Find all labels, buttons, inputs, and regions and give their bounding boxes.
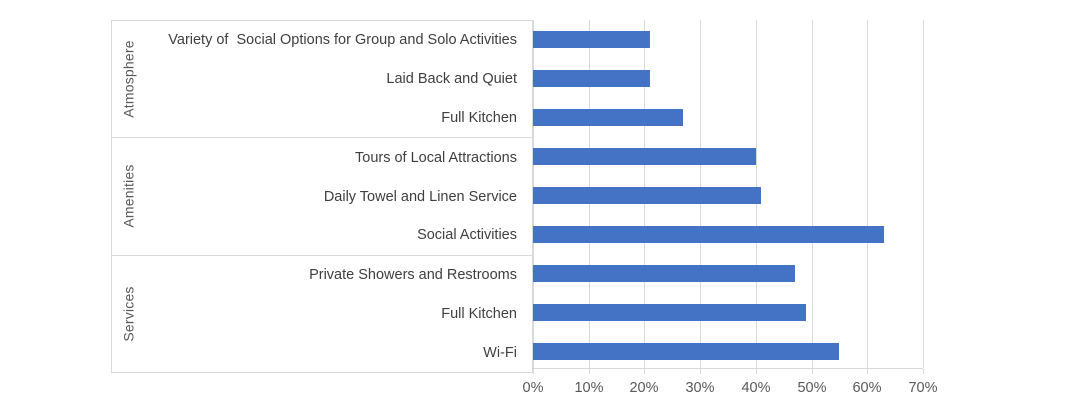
bar xyxy=(533,265,795,282)
x-tick-label: 40% xyxy=(741,380,771,396)
category-label: Laid Back and Quiet xyxy=(386,71,517,88)
x-tick-label: 30% xyxy=(685,380,715,396)
group-items: Variety of Social Options for Group and … xyxy=(146,21,532,137)
group-label-text: Services xyxy=(121,286,138,342)
bar xyxy=(533,226,884,243)
category-label: Wi-Fi xyxy=(483,344,517,361)
group-label: Atmosphere xyxy=(112,21,146,137)
group-label-text: Amenities xyxy=(121,164,137,229)
axis-tick xyxy=(700,369,701,374)
bar xyxy=(533,187,762,204)
axis-tick xyxy=(923,369,924,374)
x-tick-label: 60% xyxy=(852,380,882,396)
category-label: Daily Towel and Linen Service xyxy=(323,188,517,205)
x-tick-label: 0% xyxy=(522,380,544,396)
x-tick-label: 50% xyxy=(797,380,827,396)
x-tick-label: 70% xyxy=(908,380,938,396)
bar xyxy=(533,343,840,360)
plot-area xyxy=(533,20,924,374)
bar xyxy=(533,148,756,165)
axis-tick xyxy=(533,369,534,374)
bar xyxy=(533,31,650,48)
x-tick-label: 10% xyxy=(574,380,604,396)
category-label: Tours of Local Attractions xyxy=(355,149,517,166)
gridline xyxy=(923,20,924,368)
category-axis-label-box: Atmosphere Variety of Social Options for … xyxy=(111,20,533,373)
axis-tick xyxy=(644,369,645,374)
gridline xyxy=(867,20,868,368)
category-group-amenities: Amenities Tours of Local Attractions Daily… xyxy=(112,138,532,256)
axis-tick xyxy=(812,369,813,374)
x-axis-line xyxy=(533,368,923,369)
x-axis-tick-labels: 0% 10% 20% 30% 40% 50% 60% 70% xyxy=(523,380,953,400)
category-label: Variety of Social Options for Group and … xyxy=(168,32,517,49)
axis-tick xyxy=(589,369,590,374)
category-label: Full Kitchen xyxy=(441,305,517,322)
group-items: Private Showers and Restrooms Full Kitche… xyxy=(146,256,532,372)
group-label-text: Atmosphere xyxy=(121,40,138,118)
category-group-services: Services Private Showers and Restrooms Ful… xyxy=(112,256,532,372)
category-label: Social Activities xyxy=(417,227,517,244)
x-tick-label: 20% xyxy=(629,380,659,396)
axis-tick xyxy=(756,369,757,374)
group-items: Tours of Local Attractions Daily Towel an… xyxy=(146,138,532,254)
bar xyxy=(533,109,684,126)
group-label: Amenities xyxy=(112,138,146,254)
bar xyxy=(533,304,806,321)
category-label: Full Kitchen xyxy=(441,109,517,126)
category-group-atmosphere: Atmosphere Variety of Social Options for … xyxy=(112,21,532,139)
group-label: Services xyxy=(112,256,146,372)
axis-tick xyxy=(867,369,868,374)
bar xyxy=(533,70,650,87)
gridline xyxy=(812,20,813,368)
category-label: Private Showers and Restrooms xyxy=(309,267,517,284)
